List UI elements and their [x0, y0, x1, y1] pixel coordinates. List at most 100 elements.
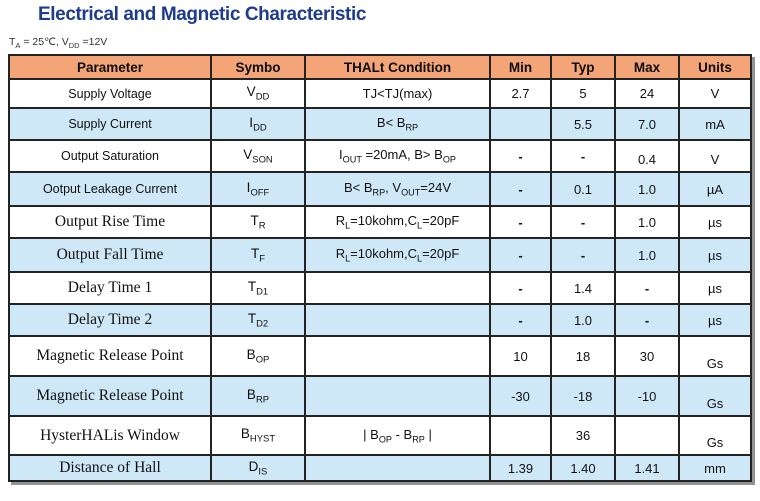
typ-cell: -	[550, 205, 616, 239]
units-cell: Gs	[678, 415, 752, 456]
units-cell: mA	[678, 107, 752, 141]
max-cell: -10	[614, 375, 680, 417]
symbol-cell: VDD	[210, 78, 306, 109]
min-cell: -	[489, 139, 552, 173]
symbol-cell: BHYST	[210, 415, 306, 456]
symbol-cell: VSON	[210, 139, 306, 173]
max-cell: 1.0	[614, 171, 680, 207]
max-cell: 1.0	[614, 237, 680, 273]
condition-cell: IOUT =20mA, B> BOP	[304, 139, 491, 173]
typ-cell: -	[550, 139, 616, 173]
table-row: Output Saturation VSON IOUT =20mA, B> BOP -…	[8, 139, 752, 173]
condition-cell: RL=10kohm,CL=20pF	[304, 237, 491, 273]
parameter-cell: Delay Time 1	[8, 271, 212, 305]
parameter-cell: Output Saturation	[8, 139, 212, 173]
table-row: Ootput Leakage Current IOFF B< BRP, VOUT=2…	[8, 171, 752, 207]
parameter-cell: Distance of Hall	[8, 454, 212, 482]
max-cell: 1.0	[614, 205, 680, 239]
units-cell: µs	[678, 303, 752, 337]
symbol-cell: BOP	[210, 335, 306, 377]
table-row: Supply Voltage VDD TJ<TJ(max) 2.7 5 24 V	[8, 78, 752, 109]
min-cell: -	[489, 303, 552, 337]
table-header-row: Parameter Symbo THALt Condition Min Typ Max Un…	[8, 54, 752, 80]
column-header-min: Min	[489, 54, 552, 80]
table-row: Output Fall Time TF RL=10kohm,CL=20pF - -1.0…	[8, 237, 752, 273]
parameter-cell: Delay Time 2	[8, 303, 212, 337]
units-cell: Gs	[678, 335, 752, 377]
typ-cell: 1.4	[550, 271, 616, 305]
min-cell: -	[489, 271, 552, 305]
column-header-units: Units	[678, 54, 752, 80]
min-cell: -	[489, 205, 552, 239]
typ-cell: -18	[550, 375, 616, 417]
parameter-cell: Output Rise Time	[8, 205, 212, 239]
typ-cell: 1.40	[550, 454, 616, 482]
column-header-typ: Typ	[550, 54, 616, 80]
parameter-cell: Output Fall Time	[8, 237, 212, 273]
min-cell: 1.39	[489, 454, 552, 482]
characteristics-table: Parameter Symbo THALt Condition Min Typ Max Un…	[8, 54, 752, 482]
min-cell: 2.7	[489, 78, 552, 109]
units-cell: V	[678, 78, 752, 109]
condition-cell: B< BRP, VOUT=24V	[304, 171, 491, 207]
typ-cell: -	[550, 237, 616, 273]
min-cell	[489, 107, 552, 141]
table-row: Delay Time 1 TD1-1.4- µs	[8, 271, 752, 305]
max-cell	[614, 415, 680, 456]
units-cell: mm	[678, 454, 752, 482]
symbol-cell: DIS	[210, 454, 306, 482]
max-cell: 24	[614, 78, 680, 109]
condition-cell	[304, 454, 491, 482]
table-row: Distance of Hall DIS 1.39 1.40 1.41 mm	[8, 454, 752, 482]
symbol-cell: TR	[210, 205, 306, 239]
units-cell: Gs	[678, 375, 752, 417]
symbol-cell: BRP	[210, 375, 306, 417]
column-header-max: Max	[614, 54, 680, 80]
typ-cell: 0.1	[550, 171, 616, 207]
table-row: Output Rise Time TR RL=10kohm,CL=20pF - -1.0…	[8, 205, 752, 239]
typ-cell: 18	[550, 335, 616, 377]
condition-cell	[304, 335, 491, 377]
max-cell: 1.41	[614, 454, 680, 482]
condition-cell	[304, 375, 491, 417]
condition-cell: TJ<TJ(max)	[304, 78, 491, 109]
units-cell: µs	[678, 205, 752, 239]
parameter-cell: HysterHALis Window	[8, 415, 212, 456]
max-cell: 30	[614, 335, 680, 377]
table-row: Delay Time 2 TD2-1.0- µs	[8, 303, 752, 337]
symbol-cell: IDD	[210, 107, 306, 141]
units-cell: µs	[678, 237, 752, 273]
condition-cell	[304, 271, 491, 305]
min-cell: -30	[489, 375, 552, 417]
max-cell: -	[614, 303, 680, 337]
condition-cell: RL=10kohm,CL=20pF	[304, 205, 491, 239]
units-cell: µs	[678, 271, 752, 305]
symbol-cell: TD2	[210, 303, 306, 337]
page-title: Electrical and Magnetic Characteristic	[38, 4, 366, 25]
min-cell: -	[489, 237, 552, 273]
symbol-cell: TD1	[210, 271, 306, 305]
typ-cell: 5.5	[550, 107, 616, 141]
max-cell: 7.0	[614, 107, 680, 141]
min-cell	[489, 415, 552, 456]
parameter-cell: Magnetic Release Point	[8, 335, 212, 377]
condition-cell	[304, 303, 491, 337]
condition-cell: | BOP - BRP |	[304, 415, 491, 456]
column-header-symbo: Symbo	[210, 54, 306, 80]
table-row: Magnetic Release Point BRP -30 -18 -10 Gs	[8, 375, 752, 417]
parameter-cell: Supply Current	[8, 107, 212, 141]
parameter-cell: Ootput Leakage Current	[8, 171, 212, 207]
min-cell: -	[489, 171, 552, 207]
table-row: Magnetic Release Point BOP 10 18 30 Gs	[8, 335, 752, 377]
symbol-cell: IOFF	[210, 171, 306, 207]
column-header-parameter: Parameter	[8, 54, 212, 80]
max-cell: -	[614, 271, 680, 305]
units-cell: V	[678, 139, 752, 173]
column-header-thalt-condition: THALt Condition	[304, 54, 491, 80]
typ-cell: 5	[550, 78, 616, 109]
table-body: Supply Voltage VDD TJ<TJ(max) 2.7 5 24 V Supply…	[8, 78, 752, 482]
table-row: HysterHALis Window BHYST | BOP - BRP | 36 Gs	[8, 415, 752, 456]
symbol-cell: TF	[210, 237, 306, 273]
parameter-cell: Magnetic Release Point	[8, 375, 212, 417]
